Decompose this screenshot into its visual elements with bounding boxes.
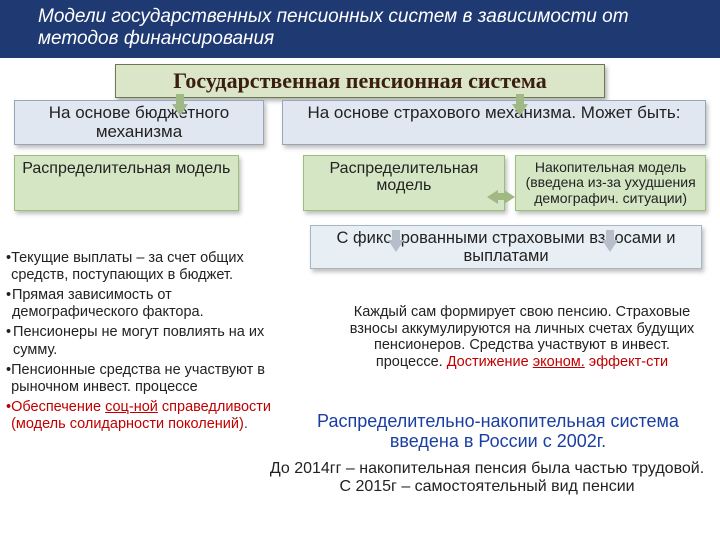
bullet-4: Пенсионные средства не участвуют в рыноч… <box>11 362 276 396</box>
model-distributive-left: Распределительная модель <box>14 155 239 211</box>
footer-line: До 2014гг – накопительная пенсия была ча… <box>262 460 712 496</box>
mechanism-insurance-box: На основе страхового механизма. Может бы… <box>282 100 706 145</box>
arrow-right-to-fixed <box>602 240 618 252</box>
arrow-main-to-left <box>172 104 188 116</box>
mechanism-budget-box: На основе бюджетного механизма <box>14 100 264 145</box>
model-funded-right: Накопительная модель (введена из-за ухуд… <box>515 155 706 211</box>
russia-line: Распределительно-накопительная система в… <box>284 412 712 452</box>
fixed-contributions-box: С фиксированными страховыми взносами и в… <box>310 225 702 269</box>
bullet-5: Обеспечение соц-ной справедливости (моде… <box>11 399 276 433</box>
bullet-1: Текущие выплаты – за счет общих средств,… <box>11 250 276 284</box>
arrow-main-to-right <box>512 104 528 116</box>
model-distributive-mid: Распределительная модель <box>303 155 506 211</box>
right-paragraph: Каждый сам формирует свою пенсию. Страхо… <box>342 304 702 371</box>
arrow-between-models-left-head <box>487 190 498 204</box>
bullet-3: Пенсионеры не могут повлиять на их сумму… <box>13 324 276 358</box>
arrow-mid-to-fixed <box>388 240 404 252</box>
arrow-between-models-right-head <box>504 190 515 204</box>
main-heading-box: Государственная пенсионная система <box>115 64 605 98</box>
bullet-2: Прямая зависимость от демографического ф… <box>12 287 276 321</box>
slide-title: Модели государственных пенсионных систем… <box>0 0 720 58</box>
left-bullets: •Текущие выплаты – за счет общих средств… <box>6 250 276 436</box>
